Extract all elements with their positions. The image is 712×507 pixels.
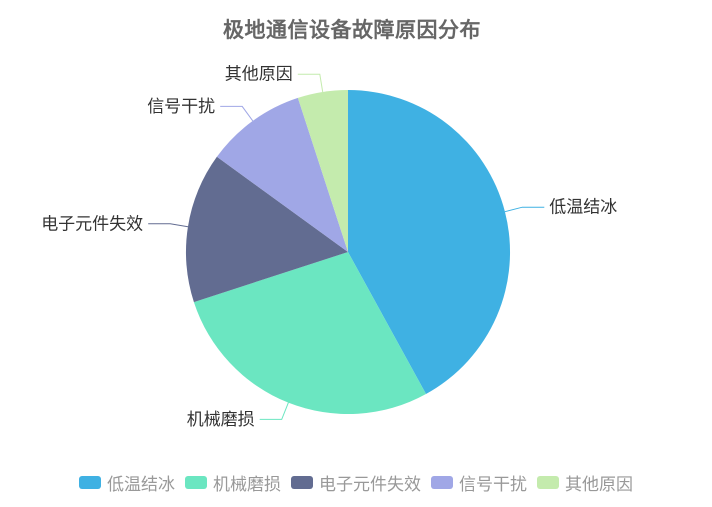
slice-label-其他原因: 其他原因 [225, 65, 293, 84]
label-leader-line-其他原因 [297, 73, 324, 93]
legend-swatch-电子元件失效 [291, 476, 313, 489]
legend-swatch-信号干扰 [431, 476, 453, 489]
legend-label: 电子元件失效 [319, 475, 421, 494]
legend-item-信号干扰[interactable]: 信号干扰 [431, 470, 527, 495]
pie-slice-低温结冰[interactable] [348, 90, 511, 394]
label-leader-line-信号干扰 [220, 105, 254, 122]
pie-slice-信号干扰[interactable] [216, 97, 348, 253]
label-leader-line-电子元件失效 [148, 223, 189, 228]
legend-swatch-机械磨损 [185, 476, 207, 489]
legend-item-低温结冰[interactable]: 低温结冰 [79, 470, 175, 495]
slice-label-电子元件失效: 电子元件失效 [41, 214, 143, 233]
pie-slice-机械磨损[interactable] [193, 252, 426, 415]
pie-slice-电子元件失效[interactable] [185, 156, 348, 303]
chart-title: 极地通信设备故障原因分布 [223, 19, 481, 42]
legend-label: 低温结冰 [107, 475, 175, 494]
legend-swatch-其他原因 [537, 476, 559, 489]
legend-label: 其他原因 [565, 475, 633, 494]
legend-label: 机械磨损 [213, 475, 281, 494]
legend: 低温结冰 机械磨损 电子元件失效 信号干扰 其他原因 [0, 470, 712, 495]
pie-slice-其他原因[interactable] [297, 89, 348, 253]
legend-item-其他原因[interactable]: 其他原因 [537, 470, 633, 495]
legend-item-电子元件失效[interactable]: 电子元件失效 [291, 470, 421, 495]
label-leader-line-机械磨损 [259, 402, 289, 420]
legend-label: 信号干扰 [459, 475, 527, 494]
slice-label-低温结冰: 低温结冰 [549, 198, 617, 217]
label-leader-line-低温结冰 [504, 206, 545, 213]
legend-item-机械磨损[interactable]: 机械磨损 [185, 470, 281, 495]
slice-label-信号干扰: 信号干扰 [147, 97, 215, 116]
slice-label-机械磨损: 机械磨损 [187, 410, 255, 429]
legend-swatch-低温结冰 [79, 476, 101, 489]
